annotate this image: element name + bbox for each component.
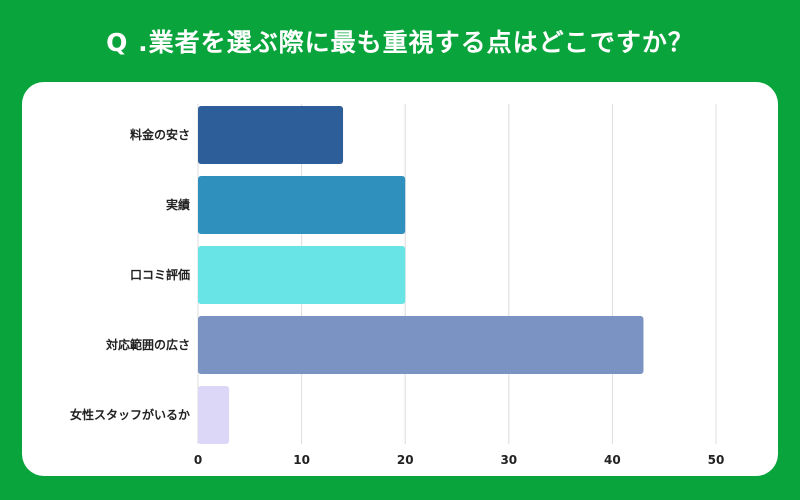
bar (198, 386, 230, 444)
x-tick-label: 0 (194, 453, 202, 467)
category-label: 実績 (166, 197, 190, 212)
bar (198, 106, 344, 164)
x-tick-label: 20 (397, 453, 414, 467)
category-label: 対応範囲の広さ (105, 337, 190, 352)
bars (198, 106, 644, 444)
x-tick-label: 30 (500, 453, 517, 467)
x-tick-label: 40 (604, 453, 621, 467)
x-tick-label: 50 (708, 453, 725, 467)
bar (198, 316, 644, 374)
category-label: 女性スタッフがいるか (70, 407, 190, 422)
x-axis-ticks: 0 10 20 30 40 50 (194, 453, 725, 467)
bar (198, 176, 406, 234)
chart-card: 料金の安さ実績口コミ評価対応範囲の広さ女性スタッフがいるか 0 10 20 30 40 5… (22, 82, 778, 476)
category-label: 料金の安さ (130, 127, 190, 142)
x-tick-label: 10 (293, 453, 310, 467)
bar (198, 246, 406, 304)
category-label: 口コミ評価 (130, 267, 190, 282)
page-title: Q .業者を選ぶ際に最も重視する点はどこですか？ (106, 28, 694, 57)
